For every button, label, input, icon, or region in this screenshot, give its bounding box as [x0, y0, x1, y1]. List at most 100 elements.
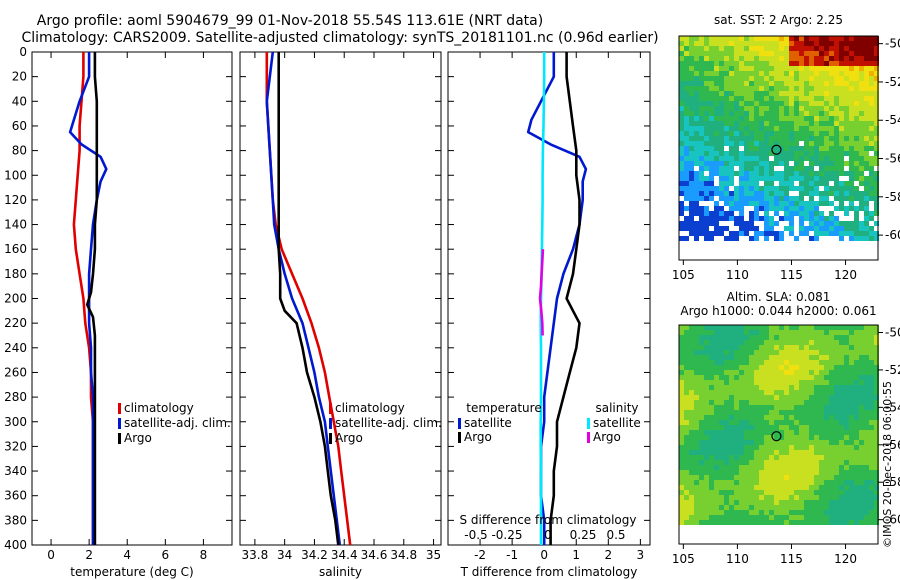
- map-cell: [714, 395, 719, 400]
- map-cell: [734, 520, 739, 525]
- map-cell: [854, 415, 859, 420]
- map-cell: [769, 36, 774, 41]
- map-cell: [739, 171, 744, 176]
- map-cell: [794, 430, 799, 435]
- map-cell: [689, 340, 694, 345]
- map-cell: [719, 121, 724, 126]
- map-cell: [774, 495, 779, 500]
- map-cell: [809, 76, 814, 81]
- map-cell: [809, 66, 814, 71]
- y-tick-label: 180: [4, 267, 27, 281]
- map-cell: [824, 500, 829, 505]
- map-cell: [684, 176, 689, 181]
- map-cell: [714, 345, 719, 350]
- map-cell: [714, 410, 719, 415]
- map-cell: [794, 495, 799, 500]
- map-cell: [844, 116, 849, 121]
- map-y-tick-label: -52: [885, 75, 900, 89]
- map-cell: [719, 495, 724, 500]
- map-cell: [809, 375, 814, 380]
- map-cell: [834, 181, 839, 186]
- map-cell: [714, 335, 719, 340]
- map-cell: [859, 515, 864, 520]
- map-cell: [824, 380, 829, 385]
- map-cell: [859, 231, 864, 236]
- map-cell: [819, 430, 824, 435]
- map-cell: [729, 61, 734, 66]
- map-cell: [794, 355, 799, 360]
- plot-frame: [31, 51, 233, 546]
- map-cell: [804, 231, 809, 236]
- map-cell: [794, 96, 799, 101]
- map-cell: [724, 450, 729, 455]
- map-cell: [724, 470, 729, 475]
- map-cell: [689, 390, 694, 395]
- map-cell: [704, 430, 709, 435]
- map-cell: [799, 415, 804, 420]
- series-line-2: [85, 52, 99, 545]
- map-cell: [764, 141, 769, 146]
- map-cell: [719, 191, 724, 196]
- map-cell: [679, 325, 684, 330]
- map-cell: [824, 121, 829, 126]
- map-cell: [704, 56, 709, 61]
- map-cell: [789, 166, 794, 171]
- map-cell: [789, 385, 794, 390]
- map-cell: [854, 211, 859, 216]
- map-cell: [854, 141, 859, 146]
- map-cell: [744, 425, 749, 430]
- map-cell: [784, 136, 789, 141]
- map-cell: [854, 385, 859, 390]
- map-cell: [684, 156, 689, 161]
- map-cell: [789, 480, 794, 485]
- map-cell: [709, 350, 714, 355]
- map-cell: [839, 61, 844, 66]
- map-cell: [719, 480, 724, 485]
- map-cell: [729, 166, 734, 171]
- map-cell: [694, 141, 699, 146]
- map-cell: [809, 490, 814, 495]
- map-cell: [699, 116, 704, 121]
- map-cell: [824, 226, 829, 231]
- map-cell: [709, 335, 714, 340]
- map-cell: [749, 355, 754, 360]
- map-cell: [824, 126, 829, 131]
- map-cell: [729, 360, 734, 365]
- map-cell: [714, 380, 719, 385]
- map-cell: [684, 151, 689, 156]
- map-cell: [829, 520, 834, 525]
- map-cell: [849, 495, 854, 500]
- map-cell: [874, 475, 879, 480]
- map-cell: [684, 500, 689, 505]
- map-cell: [854, 335, 859, 340]
- map-cell: [749, 375, 754, 380]
- map-cell: [859, 36, 864, 41]
- map-cell: [724, 385, 729, 390]
- map-cell: [719, 515, 724, 520]
- map-cell: [739, 206, 744, 211]
- map-cell: [864, 360, 869, 365]
- map-cell: [869, 355, 874, 360]
- map-cell: [724, 405, 729, 410]
- map-cell: [844, 121, 849, 126]
- map-cell: [819, 375, 824, 380]
- map-cell: [739, 41, 744, 46]
- map-cell: [759, 166, 764, 171]
- map-cell: [759, 425, 764, 430]
- map-cell: [719, 340, 724, 345]
- map-cell: [864, 455, 869, 460]
- map-cell: [864, 71, 869, 76]
- map-cell: [814, 146, 819, 151]
- map-cell: [759, 86, 764, 91]
- map-cell: [699, 420, 704, 425]
- map-cell: [819, 126, 824, 131]
- map-cell: [784, 56, 789, 61]
- map-cell: [789, 420, 794, 425]
- map-cell: [714, 91, 719, 96]
- map-cell: [739, 51, 744, 56]
- map-cell: [789, 395, 794, 400]
- map-cell: [744, 86, 749, 91]
- map-cell: [779, 445, 784, 450]
- map-cell: [694, 41, 699, 46]
- map-cell: [714, 360, 719, 365]
